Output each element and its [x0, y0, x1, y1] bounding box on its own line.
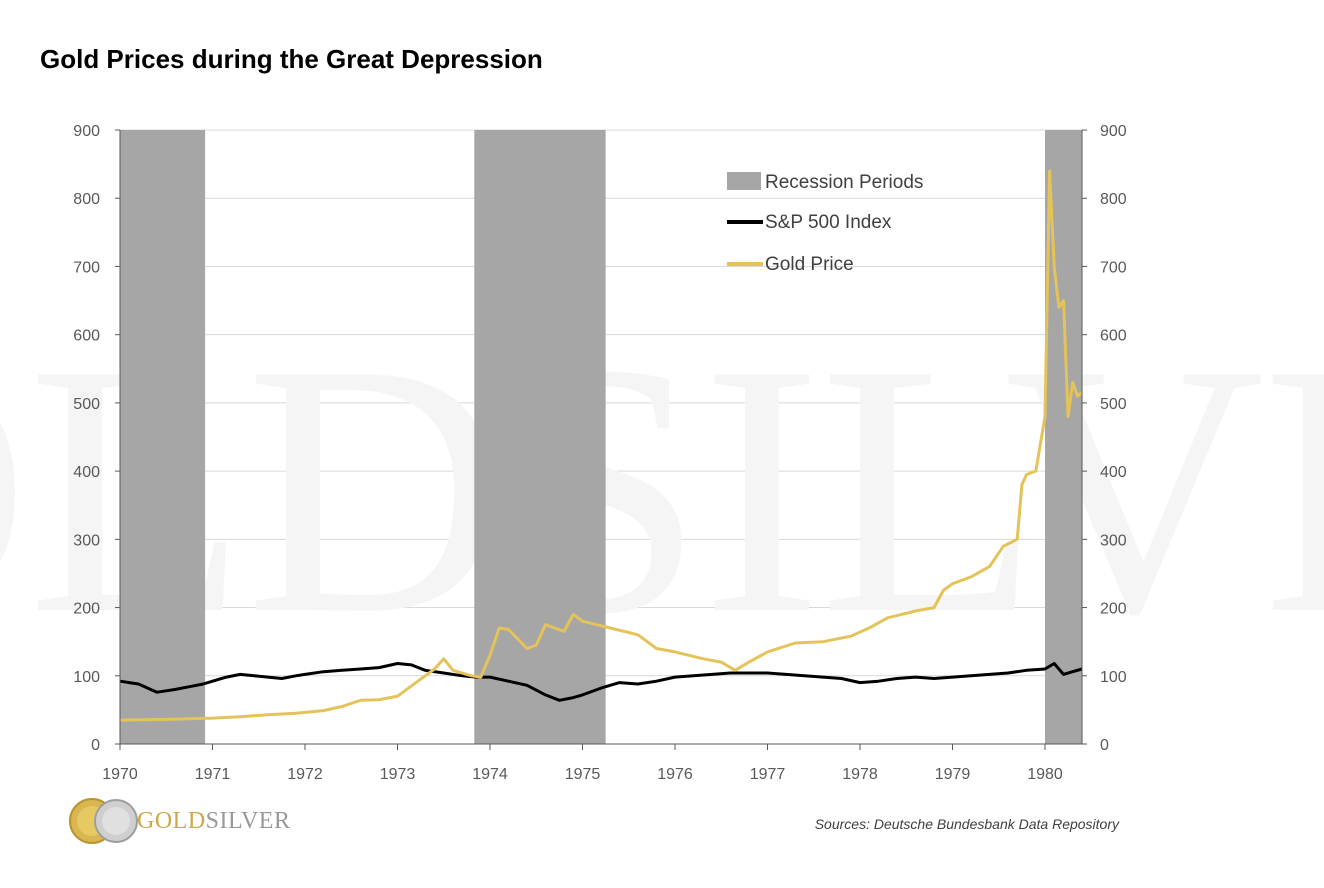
- page-title: Gold Prices during the Great Depression: [40, 44, 543, 74]
- x-tick-label: 1980: [1027, 766, 1063, 783]
- y2-tick-label: 300: [1100, 532, 1127, 549]
- y-tick-label: 400: [73, 464, 100, 481]
- legend-recession-label: Recession Periods: [765, 172, 923, 193]
- legend: Recession Periods S&P 500 Index Gold Pri…: [727, 172, 923, 275]
- logo-coins-icon: [69, 798, 138, 844]
- series-line-gold: [119, 169, 1083, 722]
- y-tick-label: 600: [73, 328, 100, 345]
- y2-tick-label: 700: [1100, 259, 1127, 276]
- x-tick-label: 1978: [842, 766, 878, 783]
- logo-silver-text: SILVER: [205, 808, 291, 834]
- y-tick-label: 900: [73, 123, 100, 140]
- y2-tick-label: 500: [1100, 396, 1127, 413]
- y-tick-label: 500: [73, 396, 100, 413]
- x-tick-label: 1971: [195, 766, 231, 783]
- series-lines: [119, 169, 1083, 722]
- x-tick-label: 1976: [657, 766, 693, 783]
- recession-band: [120, 130, 206, 744]
- legend-sp500-label: S&P 500 Index: [765, 212, 892, 233]
- series-line-sp500: [119, 662, 1083, 702]
- x-tick-label: 1970: [102, 766, 138, 783]
- legend-gold-label: Gold Price: [765, 254, 854, 275]
- y-tick-label: 800: [73, 191, 100, 208]
- y-tick-label: 300: [73, 532, 100, 549]
- x-tick-label: 1975: [565, 766, 601, 783]
- x-tick-label: 1974: [472, 766, 508, 783]
- legend-recession-swatch: [727, 172, 761, 190]
- x-tick-label: 1972: [287, 766, 323, 783]
- logo-gold-text: GOLD: [137, 808, 206, 834]
- logo-text: GOLDSILVER: [137, 808, 290, 835]
- recession-band: [1045, 130, 1082, 744]
- y2-tick-label: 200: [1100, 601, 1127, 618]
- y2-tick-label: 900: [1100, 123, 1127, 140]
- y-tick-label: 100: [73, 669, 100, 686]
- x-tick-label: 1973: [380, 766, 416, 783]
- y-tick-label: 700: [73, 259, 100, 276]
- y-tick-label: 200: [73, 601, 100, 618]
- y2-tick-label: 600: [1100, 328, 1127, 345]
- watermark-text: GOLDSILVER: [0, 289, 1324, 688]
- y2-tick-label: 800: [1100, 191, 1127, 208]
- x-tick-label: 1979: [935, 766, 971, 783]
- y2-tick-label: 400: [1100, 464, 1127, 481]
- recession-band: [474, 130, 606, 744]
- recession-bands: [120, 130, 1082, 744]
- axes: 0 0 100 100 200 200 300 300 400 400 500 500 600 600 70…: [73, 123, 1127, 783]
- y-tick-label: 0: [91, 737, 100, 754]
- y2-tick-label: 0: [1100, 737, 1109, 754]
- x-tick-label: 1977: [750, 766, 786, 783]
- y2-tick-label: 100: [1100, 669, 1127, 686]
- source-note: Sources: Deutsche Bundesbank Data Reposi…: [814, 816, 1119, 832]
